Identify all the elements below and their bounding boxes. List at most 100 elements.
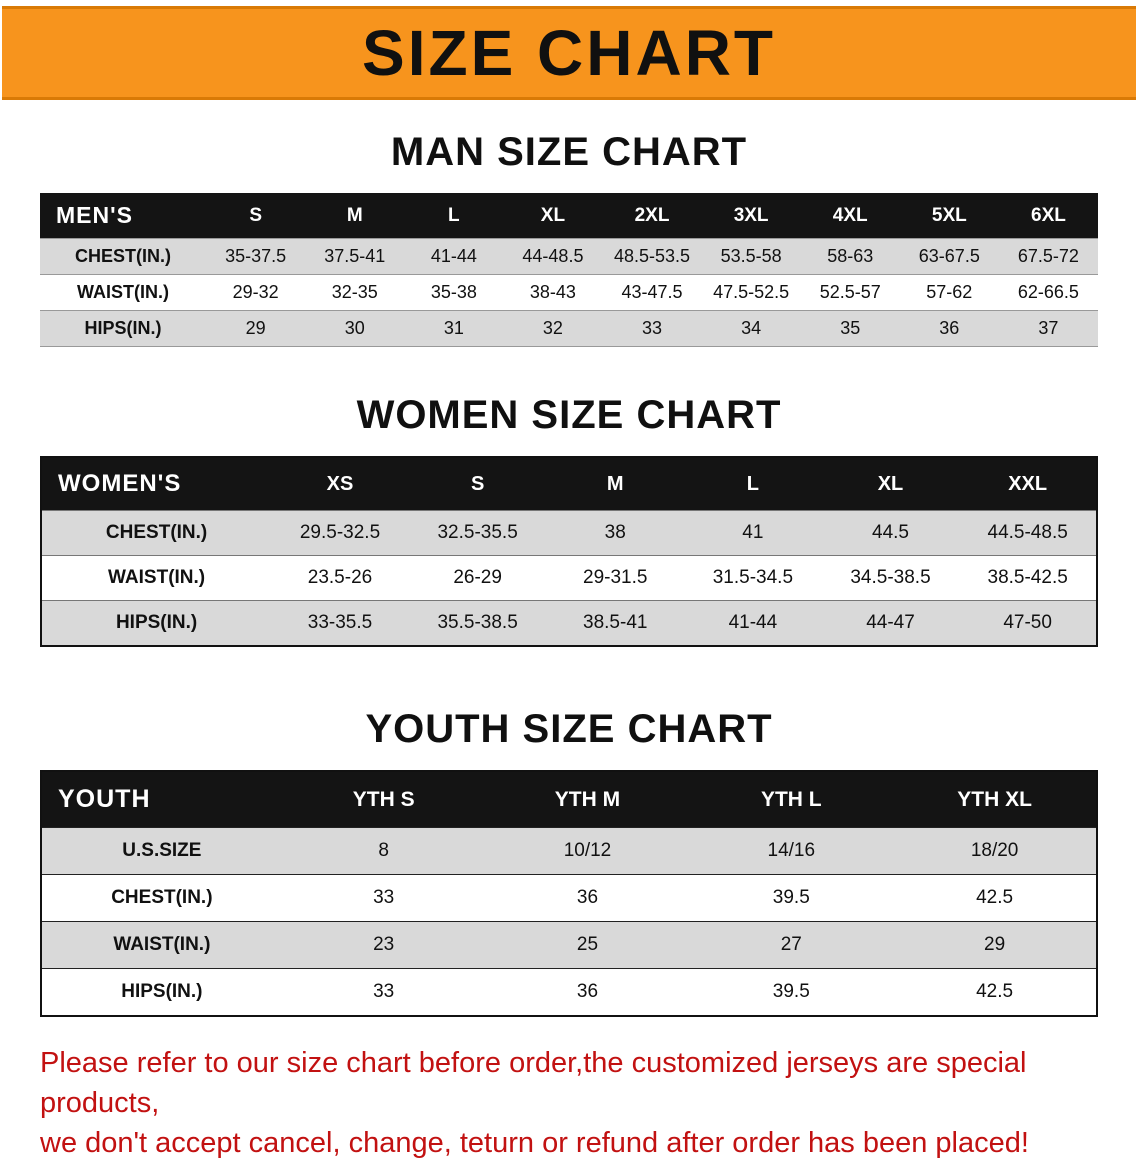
cell-value: 29	[245, 318, 266, 338]
row-label: WAIST(IN.)	[77, 282, 170, 302]
table-title: YOUTH	[41, 771, 282, 828]
row-label: HIPS(IN.)	[84, 318, 162, 338]
column-header: L	[684, 457, 822, 511]
mens-size-table: MEN'S S M L XL 2XL 3XL 4XL 5XL 6XL CHEST(IN.) 35-37…	[40, 193, 1098, 347]
cell-value: 33	[373, 981, 395, 1002]
cell-value: 39.5	[772, 981, 810, 1002]
cell-value: 44-47	[866, 612, 915, 633]
order-policy-note: Please refer to our size chart before or…	[40, 1043, 1098, 1163]
cell-value: 63-67.5	[918, 246, 980, 266]
cell-value: 18/20	[970, 840, 1019, 861]
cell-value: 27	[780, 934, 802, 955]
cell-value: 35.5-38.5	[437, 612, 518, 633]
cell-value: 32.5-35.5	[437, 522, 518, 543]
cell-value: 29-32	[232, 282, 279, 302]
cell-value: 32	[542, 318, 563, 338]
cell-value: 33-35.5	[307, 612, 373, 633]
cell-value: 34.5-38.5	[850, 567, 931, 588]
column-header: 4XL	[800, 193, 900, 239]
table-header-row: MEN'S S M L XL 2XL 3XL 4XL 5XL 6XL	[40, 193, 1098, 239]
cell-value: 48.5-53.5	[614, 246, 691, 266]
table-title: WOMEN'S	[41, 457, 272, 511]
row-label: HIPS(IN.)	[115, 612, 198, 633]
cell-value: 38.5-42.5	[987, 567, 1068, 588]
cell-value: 41	[742, 522, 764, 543]
cell-value: 14/16	[767, 840, 816, 861]
column-header: YTH L	[689, 771, 894, 828]
womens-size-table: WOMEN'S XS S M L XL XXL CHEST(IN.) 29.5-32.5 32.5…	[40, 456, 1098, 647]
cell-value: 38.5-41	[583, 612, 648, 633]
column-header: 3XL	[701, 193, 801, 239]
table-row: HIPS(IN.) 33-35.5 35.5-38.5 38.5-41 41-44 44-…	[41, 600, 1097, 646]
column-header: M	[305, 193, 405, 239]
cell-value: 33	[373, 887, 395, 908]
column-header: S	[408, 457, 547, 511]
cell-value: 8	[378, 840, 389, 861]
table-row: HIPS(IN.) 33 36 39.5 42.5	[41, 968, 1097, 1016]
cell-value: 44.5-48.5	[987, 522, 1068, 543]
cell-value: 29-31.5	[583, 567, 648, 588]
cell-value: 29.5-32.5	[299, 522, 381, 543]
cell-value: 34	[741, 318, 762, 338]
column-header: XL	[821, 457, 960, 511]
cell-value: 10/12	[563, 840, 612, 861]
table-header-row: YOUTH YTH S YTH M YTH L YTH XL	[41, 771, 1097, 828]
cell-value: 32-35	[331, 282, 378, 302]
cell-value: 44-48.5	[522, 246, 584, 266]
table-row: CHEST(IN.) 33 36 39.5 42.5	[41, 874, 1097, 922]
cell-value: 58-63	[827, 246, 874, 266]
column-header: L	[404, 193, 504, 239]
cell-value: 67.5-72	[1017, 246, 1079, 266]
column-header: S	[206, 193, 306, 239]
cell-value: 44.5	[872, 522, 909, 543]
cell-value: 33	[642, 318, 663, 338]
youth-size-table: YOUTH YTH S YTH M YTH L YTH XL U.S.SIZE 8 10/12…	[40, 770, 1098, 1017]
cell-value: 52.5-57	[819, 282, 881, 302]
table-row: HIPS(IN.) 29 30 31 32 33 34 35 36 37	[40, 310, 1098, 347]
cell-value: 23.5-26	[307, 567, 373, 588]
column-header: M	[546, 457, 685, 511]
cell-value: 62-66.5	[1017, 282, 1079, 302]
table-row: U.S.SIZE 8 10/12 14/16 18/20	[41, 827, 1097, 875]
cell-value: 42.5	[976, 981, 1014, 1002]
cell-value: 36	[939, 318, 960, 338]
page-title: SIZE CHART	[362, 17, 776, 89]
cell-value: 29	[984, 934, 1006, 955]
table-row: WAIST(IN.) 29-32 32-35 35-38 38-43 43-47.5 47.…	[40, 274, 1098, 311]
table-row: WAIST(IN.) 23 25 27 29	[41, 921, 1097, 969]
cell-value: 57-62	[926, 282, 973, 302]
cell-value: 31	[443, 318, 464, 338]
column-header: XL	[503, 193, 603, 239]
row-label: CHEST(IN.)	[111, 887, 213, 908]
column-header: YTH XL	[893, 771, 1097, 828]
cell-value: 43-47.5	[621, 282, 683, 302]
cell-value: 36	[576, 981, 599, 1002]
column-header: YTH S	[281, 771, 486, 828]
cell-value: 39.5	[772, 887, 810, 908]
cell-value: 35-38	[430, 282, 477, 302]
cell-value: 36	[576, 887, 599, 908]
cell-value: 41-44	[728, 612, 778, 633]
column-header: XXL	[959, 457, 1097, 511]
column-header: 5XL	[899, 193, 999, 239]
cell-value: 30	[344, 318, 365, 338]
cell-value: 37.5-41	[324, 246, 386, 266]
table-row: WAIST(IN.) 23.5-26 26-29 29-31.5 31.5-34.5 34…	[41, 555, 1097, 601]
cell-value: 37	[1038, 318, 1059, 338]
column-header: 2XL	[602, 193, 702, 239]
row-label: CHEST(IN.)	[105, 522, 208, 543]
cell-value: 41-44	[430, 246, 477, 266]
cell-value: 35	[840, 318, 861, 338]
cell-value: 26-29	[453, 567, 502, 588]
women-size-chart-heading: WOMEN SIZE CHART	[356, 393, 782, 437]
cell-value: 35-37.5	[225, 246, 287, 266]
youth-size-chart-heading: YOUTH SIZE CHART	[365, 707, 773, 751]
table-header-row: WOMEN'S XS S M L XL XXL	[41, 457, 1097, 511]
order-policy-note-line2: we don't accept cancel, change, teturn o…	[40, 1127, 1029, 1160]
cell-value: 47-50	[1003, 612, 1052, 633]
cell-value: 42.5	[976, 887, 1014, 908]
row-label: U.S.SIZE	[122, 840, 202, 861]
cell-value: 23	[373, 934, 395, 955]
table-row: CHEST(IN.) 35-37.5 37.5-41 41-44 44-48.5 48.5…	[40, 238, 1098, 275]
order-policy-note-line1: Please refer to our size chart before or…	[40, 1047, 1027, 1120]
